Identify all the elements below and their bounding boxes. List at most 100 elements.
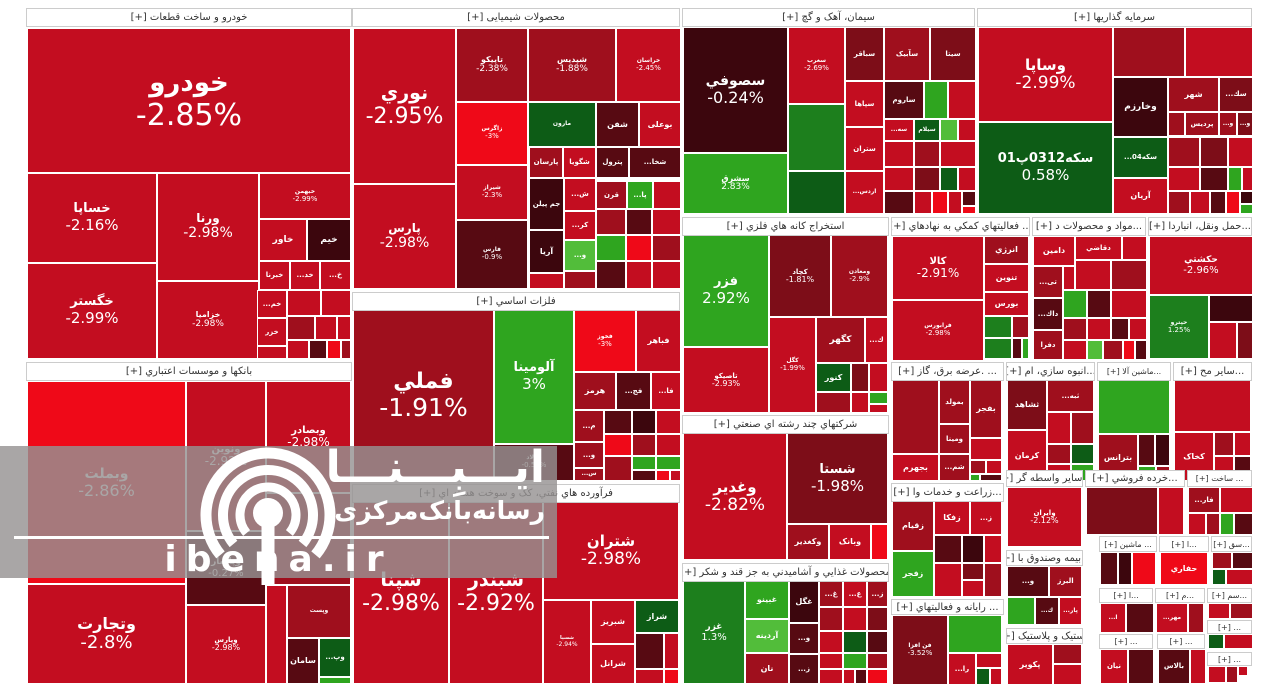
treemap-tile-unlabeled[interactable]	[627, 262, 651, 288]
treemap-tile[interactable]: وغدیر -2.82%	[684, 434, 786, 559]
treemap-tile[interactable]: نوري -2.95%	[354, 29, 455, 183]
treemap-tile[interactable]: جم پیلن	[530, 179, 563, 229]
treemap-tile[interactable]: حفاري	[1161, 553, 1207, 584]
treemap-tile-unlabeled[interactable]	[1169, 138, 1199, 166]
treemap-tile[interactable]: پردیس	[1186, 113, 1218, 135]
treemap-tile[interactable]: هرمز	[575, 373, 615, 409]
treemap-tile-unlabeled[interactable]	[1112, 319, 1128, 339]
treemap-tile-unlabeled[interactable]	[1189, 604, 1203, 632]
treemap-tile-unlabeled[interactable]	[597, 210, 625, 234]
treemap-tile[interactable]: ثبه...	[1048, 381, 1093, 411]
treemap-tile[interactable]: نیان	[1101, 650, 1127, 683]
treemap-tile-unlabeled[interactable]	[856, 670, 866, 683]
treemap-tile[interactable]: سصوفي -0.24%	[684, 28, 787, 152]
treemap-tile-unlabeled[interactable]	[1169, 168, 1199, 190]
treemap-tile[interactable]: غزر 1.3%	[684, 582, 744, 683]
treemap-tile-unlabeled[interactable]	[636, 670, 663, 683]
treemap-tile[interactable]: و...	[1220, 113, 1236, 135]
treemap-tile-unlabeled[interactable]	[653, 236, 680, 260]
treemap-tile-unlabeled[interactable]	[633, 411, 655, 433]
treemap-tile-unlabeled[interactable]	[1221, 514, 1233, 534]
treemap-tile[interactable]: شیراز -2.3%	[457, 166, 527, 219]
treemap-tile-unlabeled[interactable]	[1235, 514, 1252, 534]
treemap-tile[interactable]: خیم	[308, 220, 350, 260]
treemap-tile-unlabeled[interactable]	[1054, 665, 1081, 684]
treemap-tile-unlabeled[interactable]	[597, 236, 625, 260]
treemap-tile-unlabeled[interactable]	[605, 411, 631, 433]
treemap-tile-unlabeled[interactable]	[665, 670, 678, 683]
treemap-tile-unlabeled[interactable]	[941, 168, 957, 190]
treemap-tile-unlabeled[interactable]	[868, 632, 887, 652]
treemap-tile-unlabeled[interactable]	[320, 678, 350, 683]
treemap-tile[interactable]: بوعلی	[640, 103, 680, 146]
treemap-tile-unlabeled[interactable]	[820, 608, 842, 630]
treemap-tile[interactable]: شستا -1.98%	[788, 434, 887, 523]
treemap-tile-unlabeled[interactable]	[1209, 604, 1229, 618]
treemap-tile-unlabeled[interactable]	[1076, 261, 1110, 289]
section-header[interactable]: محصولات غذایي و آشامیدني به جز قند و شکر…	[682, 563, 889, 582]
treemap-tile-unlabeled[interactable]	[633, 471, 655, 480]
treemap-tile[interactable]: سپاها	[846, 82, 883, 126]
treemap-tile[interactable]: فار...	[1189, 488, 1219, 512]
treemap-tile-unlabeled[interactable]	[915, 192, 931, 213]
treemap-tile-unlabeled[interactable]	[1112, 291, 1146, 317]
treemap-tile[interactable]: شرانل	[592, 645, 634, 683]
treemap-tile[interactable]: ز...	[868, 582, 887, 606]
treemap-tile-unlabeled[interactable]	[963, 192, 975, 205]
treemap-tile-unlabeled[interactable]	[1119, 553, 1131, 584]
treemap-tile-unlabeled[interactable]	[963, 207, 975, 213]
treemap-tile[interactable]: آلومینا 3%	[495, 311, 573, 443]
treemap-tile-unlabeled[interactable]	[627, 210, 651, 234]
treemap-tile-unlabeled[interactable]	[1156, 435, 1169, 465]
treemap-tile[interactable]: کچاد -1.81%	[770, 236, 830, 316]
treemap-tile-unlabeled[interactable]	[267, 586, 286, 683]
treemap-tile[interactable]: شم...	[940, 455, 969, 480]
treemap-tile[interactable]: شپدیس -1.88%	[529, 29, 615, 101]
treemap-tile-unlabeled[interactable]	[925, 82, 947, 118]
treemap-tile-unlabeled[interactable]	[1064, 291, 1086, 317]
treemap-tile-unlabeled[interactable]	[844, 608, 866, 630]
treemap-tile[interactable]: پار...	[1060, 598, 1081, 624]
treemap-tile-unlabeled[interactable]	[844, 670, 854, 683]
treemap-tile[interactable]: شسپا -2.94%	[544, 601, 590, 683]
treemap-tile[interactable]: فزر 2.92%	[684, 236, 768, 346]
treemap-tile-unlabeled[interactable]	[915, 168, 939, 190]
treemap-tile[interactable]: وپاسار -0.27%	[187, 532, 265, 604]
treemap-tile[interactable]: ساروم	[885, 82, 923, 118]
treemap-tile[interactable]: مهر...	[1157, 604, 1187, 632]
treemap-tile-unlabeled[interactable]	[310, 341, 326, 358]
treemap-tile[interactable]: کنور	[817, 364, 850, 391]
treemap-tile-unlabeled[interactable]	[1048, 445, 1070, 463]
treemap-tile[interactable]: انرژي	[985, 237, 1028, 263]
treemap-tile-unlabeled[interactable]	[870, 393, 887, 403]
treemap-tile[interactable]: کگهر	[817, 318, 864, 362]
treemap-tile-unlabeled[interactable]	[258, 347, 286, 358]
treemap-tile-unlabeled[interactable]	[1235, 433, 1250, 455]
treemap-tile[interactable]: تاپیکو -2.38%	[457, 29, 527, 101]
section-header[interactable]: خودرو و ساخت قطعات [+]	[26, 8, 352, 27]
treemap-tile-unlabeled[interactable]	[870, 405, 887, 412]
treemap-tile-unlabeled[interactable]	[844, 654, 866, 668]
treemap-tile-unlabeled[interactable]	[885, 142, 913, 166]
treemap-tile-unlabeled[interactable]	[338, 317, 350, 339]
section-header[interactable]: ...ا [+]	[1099, 588, 1153, 603]
treemap-tile[interactable]: شهر	[1169, 78, 1218, 111]
treemap-tile-unlabeled[interactable]	[633, 457, 655, 469]
treemap-tile[interactable]: ومعادن -2.9%	[832, 236, 887, 316]
treemap-tile[interactable]: زقیام	[893, 502, 933, 550]
treemap-tile[interactable]: ونوین -2.92%	[187, 382, 265, 530]
treemap-tile-unlabeled[interactable]	[963, 564, 983, 579]
treemap-tile[interactable]: سه...	[885, 120, 913, 140]
treemap-tile[interactable]: وپ...	[320, 639, 350, 676]
treemap-tile-unlabeled[interactable]	[1099, 381, 1169, 433]
treemap-tile[interactable]: سیتا	[931, 28, 975, 80]
treemap-tile-unlabeled[interactable]	[1114, 28, 1184, 76]
treemap-tile[interactable]: غ...	[820, 582, 842, 606]
treemap-tile-unlabeled[interactable]	[653, 210, 680, 234]
treemap-tile-unlabeled[interactable]	[959, 120, 975, 140]
treemap-tile-unlabeled[interactable]	[288, 317, 314, 339]
treemap-tile[interactable]: خاور	[260, 220, 306, 260]
treemap-tile-unlabeled[interactable]	[1229, 168, 1241, 190]
treemap-tile-unlabeled[interactable]	[1229, 138, 1252, 166]
treemap-tile[interactable]: دامین	[1034, 237, 1074, 265]
